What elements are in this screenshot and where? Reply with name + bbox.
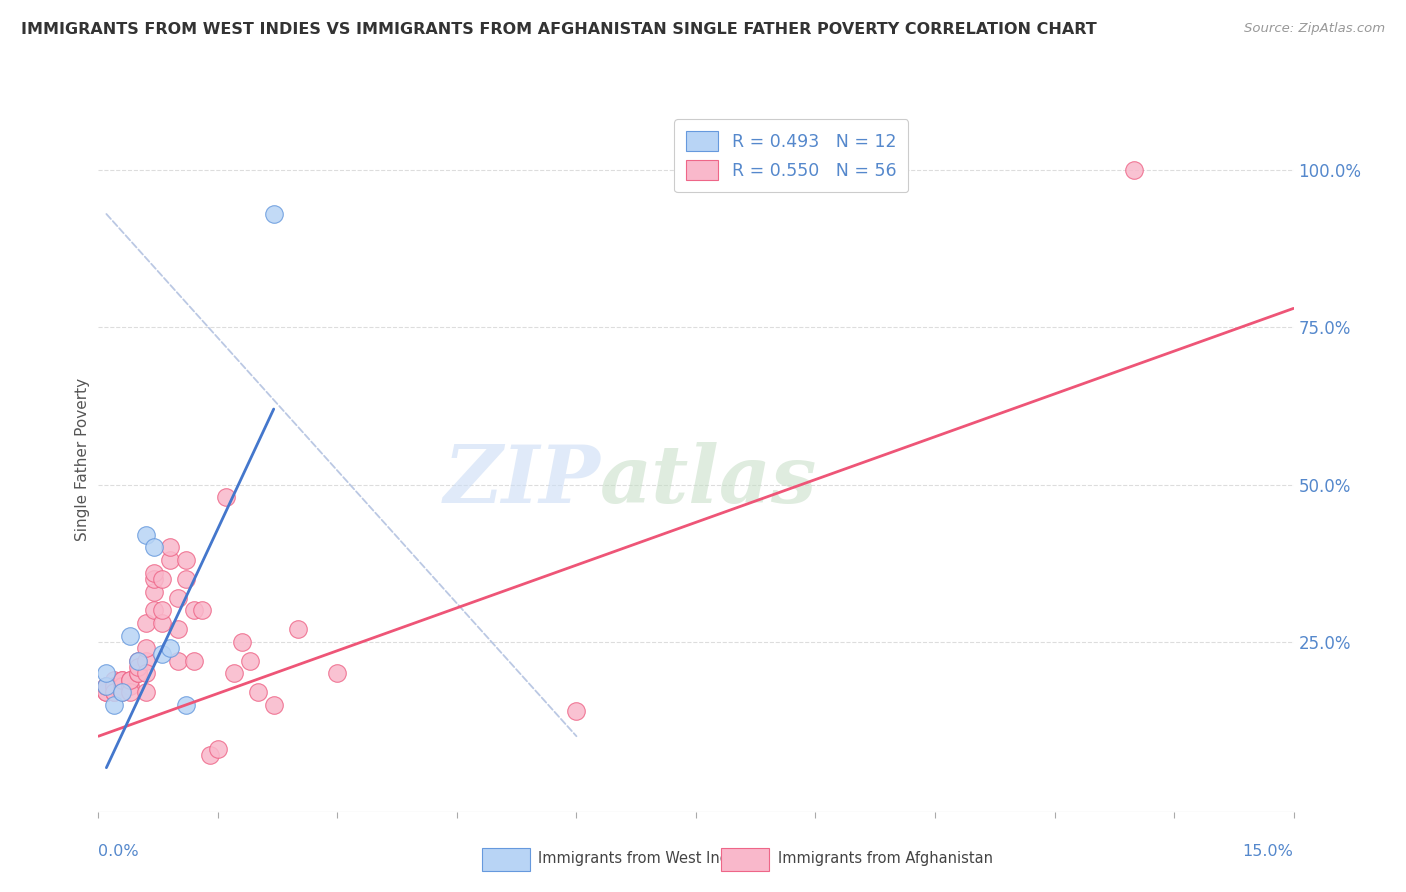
Point (135, 685, 157, 699)
Point (231, 635, 253, 649)
Point (174, 698, 197, 712)
Point (143, 541, 166, 555)
Point (143, 603, 166, 617)
Point (263, 698, 285, 712)
Point (565, 704, 588, 718)
Point (96, 685, 118, 699)
Legend: R = 0.493   N = 12, R = 0.550   N = 56: R = 0.493 N = 12, R = 0.550 N = 56 (675, 120, 908, 193)
Point (167, 654, 190, 668)
Point (96, 679, 118, 693)
Point (191, 603, 214, 617)
Point (167, 622, 190, 636)
Point (127, 654, 149, 668)
Point (127, 666, 149, 681)
Point (326, 666, 349, 681)
Point (207, 741, 229, 756)
Y-axis label: Single Father Poverty: Single Father Poverty (75, 378, 90, 541)
Point (103, 679, 125, 693)
Point (127, 654, 149, 668)
Point (215, 490, 238, 504)
Point (96, 679, 118, 693)
Point (183, 603, 205, 617)
Point (96, 685, 118, 699)
Point (111, 679, 134, 693)
Point (167, 591, 190, 605)
Text: 0.0%: 0.0% (98, 845, 139, 859)
Point (150, 615, 173, 630)
Point (103, 698, 125, 712)
Point (222, 666, 245, 681)
Point (135, 654, 157, 668)
Point (127, 660, 149, 674)
Point (111, 685, 134, 699)
Point (111, 673, 134, 687)
Point (150, 648, 173, 662)
Point (120, 673, 142, 687)
Point (135, 666, 157, 681)
Point (159, 553, 181, 567)
Text: ZIP: ZIP (443, 442, 600, 519)
Point (263, 207, 285, 221)
Point (96, 666, 118, 681)
Point (159, 541, 181, 555)
Point (1123, 163, 1146, 178)
Point (120, 673, 142, 687)
Point (127, 666, 149, 681)
Point (111, 679, 134, 693)
Text: atlas: atlas (600, 442, 818, 519)
Point (120, 679, 142, 693)
Point (111, 685, 134, 699)
Text: 15.0%: 15.0% (1243, 845, 1294, 859)
Point (174, 553, 197, 567)
Point (111, 673, 134, 687)
Point (135, 528, 157, 542)
Text: Immigrants from West Indies: Immigrants from West Indies (538, 851, 751, 865)
Point (103, 673, 125, 687)
Point (198, 748, 221, 763)
Point (143, 572, 166, 586)
Text: Immigrants from Afghanistan: Immigrants from Afghanistan (778, 851, 993, 865)
Point (150, 572, 173, 586)
Point (135, 641, 157, 656)
Point (103, 679, 125, 693)
Point (246, 685, 269, 699)
Point (120, 628, 142, 642)
Point (103, 685, 125, 699)
Point (183, 654, 205, 668)
Point (120, 685, 142, 699)
Point (159, 641, 181, 656)
Text: IMMIGRANTS FROM WEST INDIES VS IMMIGRANTS FROM AFGHANISTAN SINGLE FATHER POVERTY: IMMIGRANTS FROM WEST INDIES VS IMMIGRANT… (21, 22, 1097, 37)
Point (96, 679, 118, 693)
Point (143, 566, 166, 580)
Text: Source: ZipAtlas.com: Source: ZipAtlas.com (1244, 22, 1385, 36)
Point (143, 584, 166, 599)
Point (135, 615, 157, 630)
Point (239, 654, 262, 668)
Point (103, 685, 125, 699)
Point (174, 572, 197, 586)
Point (287, 622, 309, 636)
Point (150, 603, 173, 617)
